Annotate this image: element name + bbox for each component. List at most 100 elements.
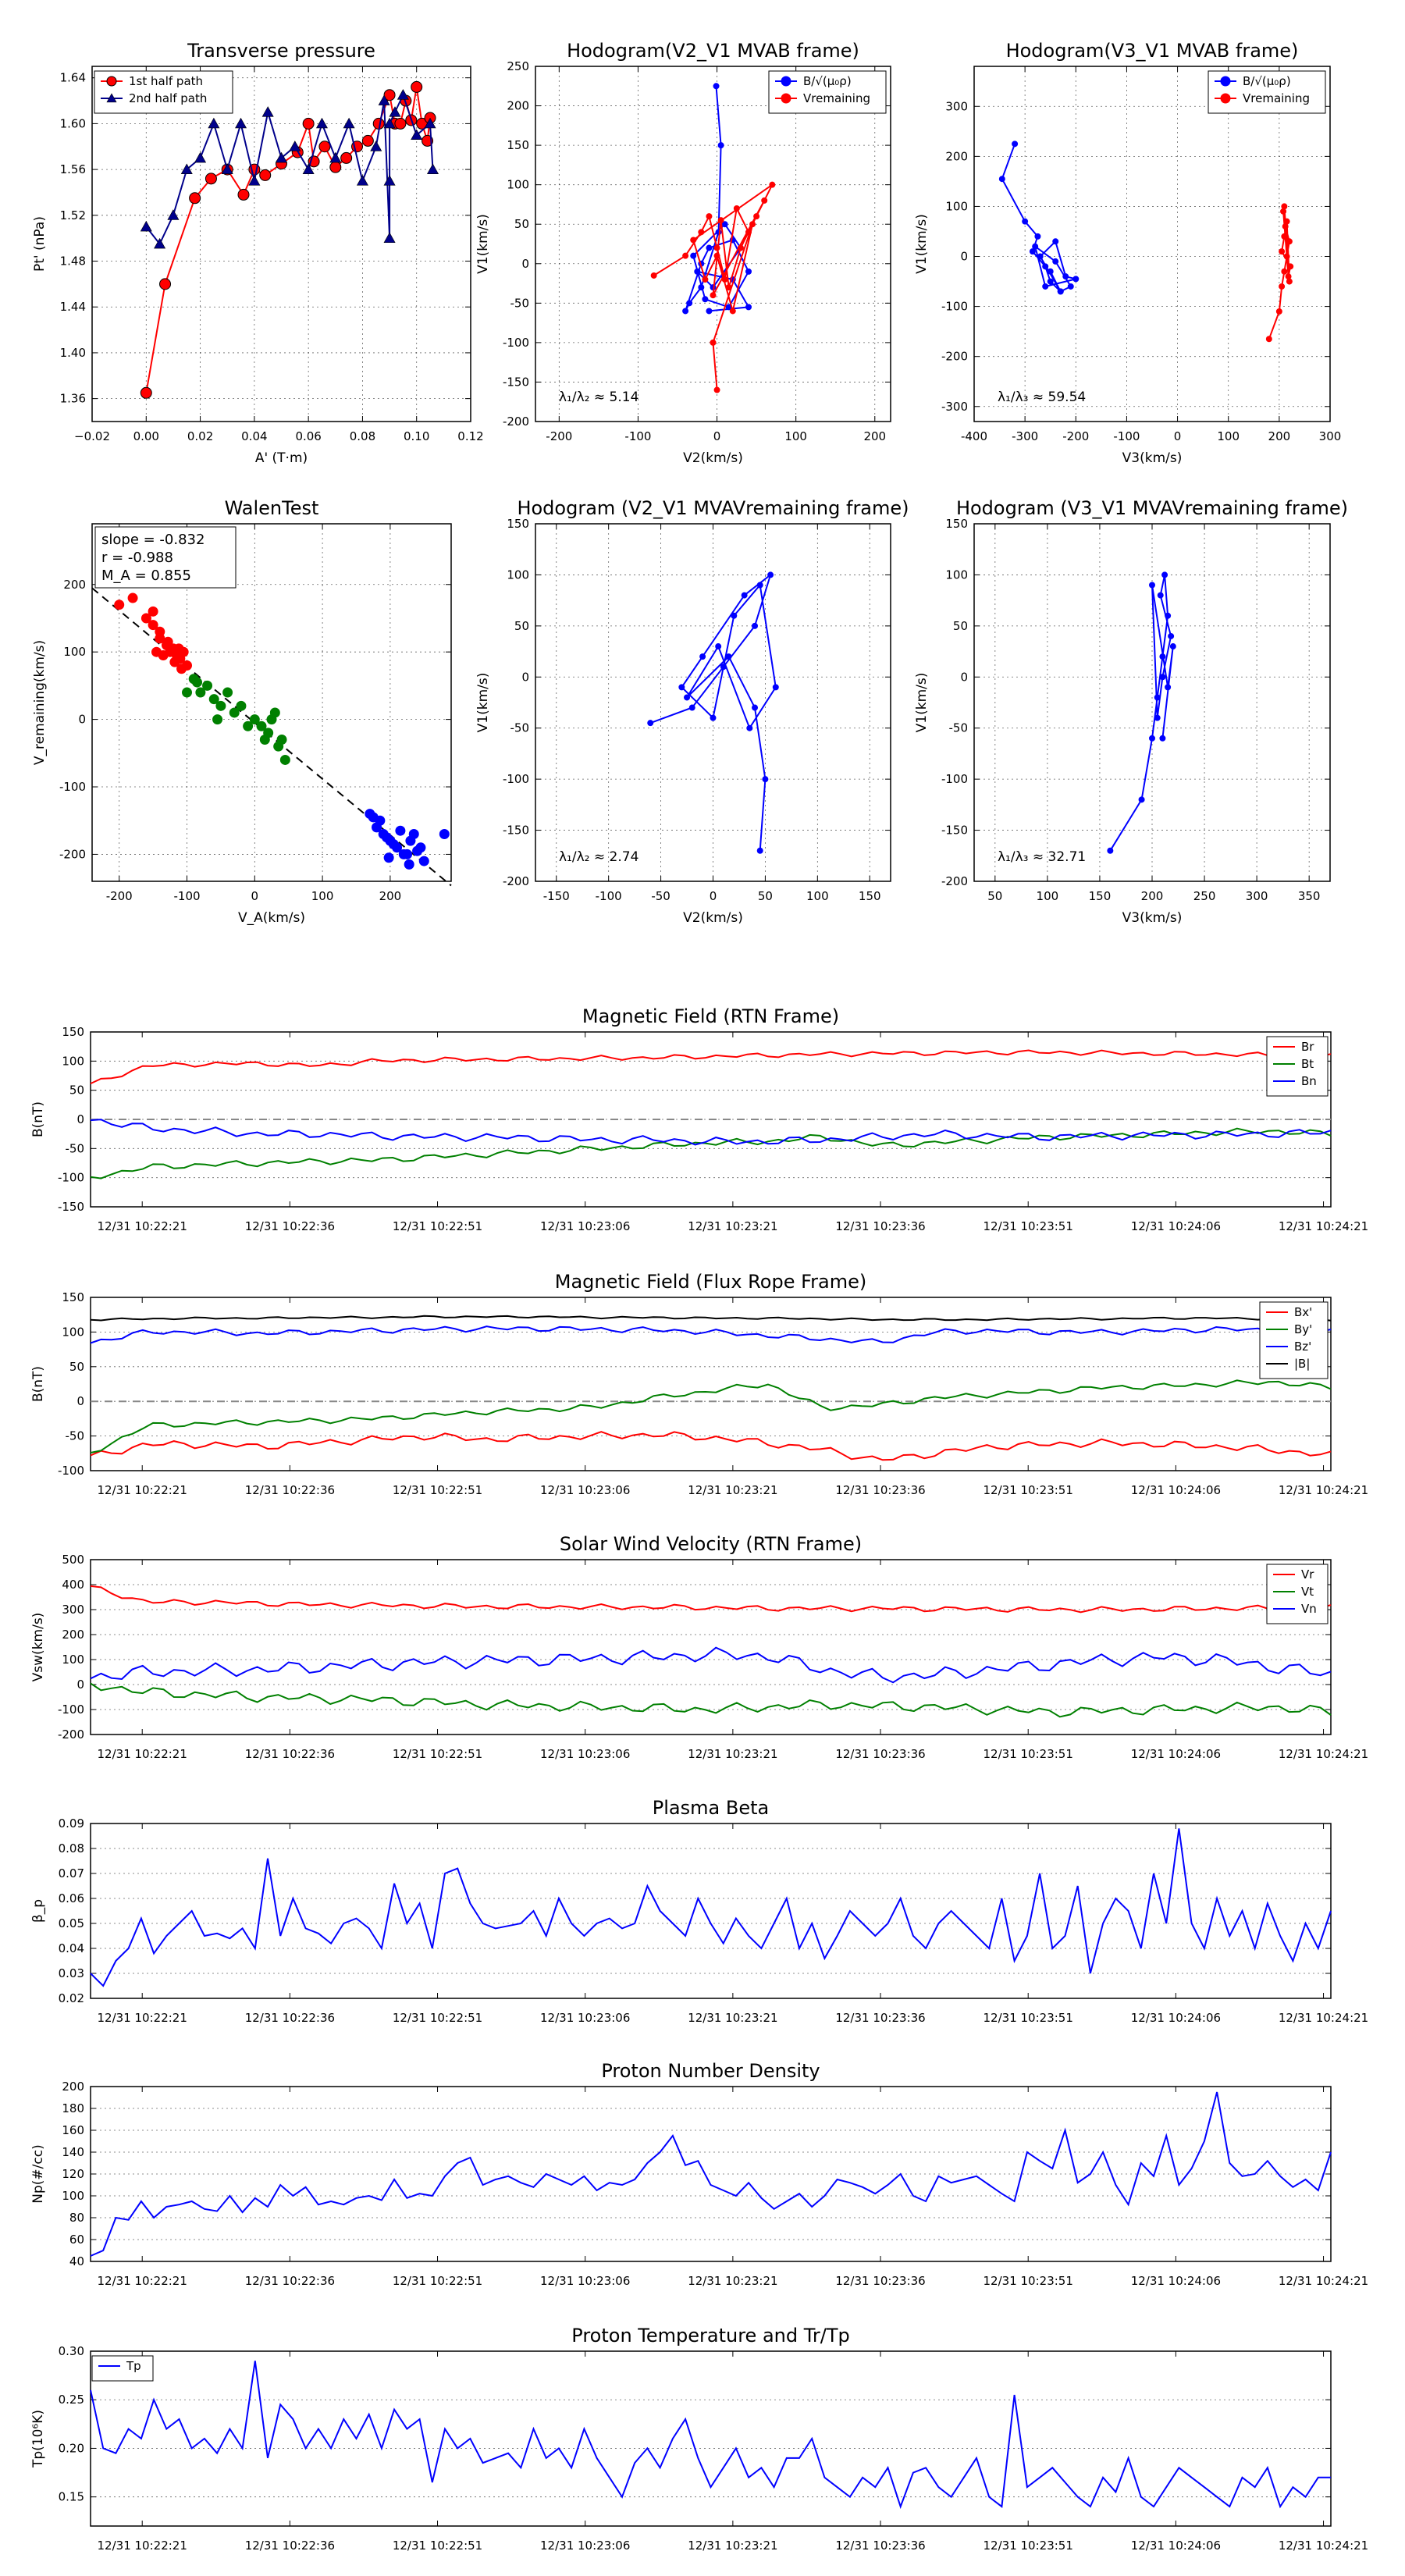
hodogram-point	[1072, 276, 1080, 283]
time-tick-label: 12/31 10:22:51	[393, 2274, 482, 2288]
legend: Tp	[91, 2355, 154, 2382]
legend-marker	[1220, 93, 1231, 104]
hodogram-point	[756, 582, 763, 589]
walen-point-blue	[382, 832, 393, 843]
hodogram-point	[1286, 238, 1293, 245]
walen-point-green	[259, 735, 270, 745]
hodogram-point	[713, 386, 720, 393]
hodogram-point	[1159, 653, 1166, 660]
legend-label: Bz'	[1294, 1340, 1311, 1354]
time-tick-label: 12/31 10:23:36	[835, 1219, 925, 1233]
y-tick-label: 0	[78, 713, 86, 727]
series-marker	[397, 89, 409, 100]
time-tick-label: 12/31 10:24:06	[1131, 2011, 1221, 2025]
y-tick-label: 300	[945, 99, 968, 113]
x-tick-label: -100	[1113, 429, 1140, 443]
time-tick-label: 12/31 10:22:51	[393, 1747, 482, 1761]
y-tick-label: 0.03	[59, 1966, 84, 1980]
legend-label: Bt	[1301, 1057, 1314, 1071]
y-tick-label: 50	[69, 1083, 84, 1098]
series-marker	[383, 117, 396, 129]
grid: -400 -300 -200 -100 0 100 200 300 -300 -200 -100 0 1…	[941, 66, 1341, 443]
walen-point-red	[127, 592, 138, 603]
y-tick-label: -150	[503, 824, 529, 838]
hodogram-point	[682, 252, 689, 259]
hodogram-point	[1154, 694, 1161, 701]
y-tick-label: 400	[62, 1578, 84, 1592]
hodogram-line	[653, 183, 774, 390]
legend-label: 2nd half path	[129, 91, 207, 105]
x-tick-label: 0.02	[187, 429, 213, 443]
legend-frame	[1266, 1564, 1329, 1624]
hodogram-point	[1169, 643, 1176, 650]
hodogram-point	[762, 776, 769, 783]
time-tick-label: 12/31 10:22:21	[98, 1747, 187, 1761]
hodogram-point	[1107, 847, 1114, 854]
y-axis-label: V1(km/s)	[475, 673, 491, 733]
time-tick-label: 12/31 10:22:21	[98, 2539, 187, 2553]
hodogram-point	[1022, 218, 1029, 225]
walen-point-green	[212, 714, 223, 725]
time-tick-label: 12/31 10:24:21	[1279, 2274, 1368, 2288]
series-line-beta	[90, 1828, 1332, 1987]
hodogram-point	[1285, 273, 1292, 280]
x-tick-label: 0.12	[457, 429, 483, 443]
hodogram-point	[710, 714, 717, 721]
hodogram-point	[1052, 258, 1059, 265]
x-tick-label: 0.08	[350, 429, 375, 443]
legend-label: Bx'	[1294, 1305, 1312, 1319]
y-tick-label: -300	[941, 400, 968, 414]
legend-label: Tp	[126, 2359, 141, 2373]
x-tick-label: -400	[961, 429, 987, 443]
x-axis-label: V3(km/s)	[1122, 450, 1183, 466]
time-tick-label: 12/31 10:23:21	[688, 2274, 777, 2288]
hodogram-point	[713, 83, 720, 90]
series-marker	[361, 134, 374, 147]
y-tick-label: 150	[507, 138, 529, 152]
hodogram-point	[1265, 336, 1272, 343]
x-tick-label: 0.10	[404, 429, 429, 443]
plot-frame	[90, 1823, 1332, 1999]
series-marker	[383, 232, 396, 244]
legend-label: By'	[1294, 1322, 1312, 1336]
time-tick-label: 12/31 10:23:36	[835, 1747, 925, 1761]
stats-box: slope = -0.832 r = -0.988 M_A = 0.855	[94, 526, 237, 589]
plot-frame	[90, 1559, 1332, 1735]
hodogram-point	[752, 704, 759, 711]
walen-point-blue	[368, 812, 379, 823]
chart-h1: Hodogram(V2_V1 MVAB frame) -200 -100 0 100 20…	[475, 40, 891, 466]
time-tick-label: 12/31 10:22:36	[245, 1219, 335, 1233]
series-marker	[237, 188, 250, 201]
series-line-Bn	[90, 1119, 1332, 1146]
y-tick-label: 50	[69, 1360, 84, 1374]
time-tick-label: 12/31 10:23:21	[688, 1219, 777, 1233]
time-tick-label: 12/31 10:24:06	[1131, 1219, 1221, 1233]
legend-label: Br	[1301, 1040, 1314, 1054]
x-tick-label: 200	[1268, 429, 1291, 443]
y-tick-label: 80	[69, 2211, 84, 2225]
y-tick-label: -100	[941, 300, 968, 314]
series-line-Vr	[90, 1585, 1332, 1614]
hodogram-point	[1287, 263, 1294, 270]
x-tick-label: -200	[1062, 429, 1089, 443]
series-marker	[248, 175, 261, 186]
series-marker	[208, 117, 220, 129]
hodogram-point	[678, 684, 685, 691]
y-tick-label: 50	[953, 619, 968, 633]
time-axis: 12/31 10:22:21 12/31 10:22:36 12/31 10:22:…	[98, 1032, 1368, 1233]
hodogram-point	[767, 571, 774, 578]
time-tick-label: 12/31 10:23:06	[540, 2539, 630, 2553]
legend-label: B/√(μ₀ρ)	[803, 74, 852, 88]
hodogram-point	[1047, 278, 1054, 285]
y-tick-label: 100	[62, 1054, 84, 1068]
y-tick-label: 100	[62, 2189, 84, 2203]
x-axis-label: V3(km/s)	[1122, 910, 1183, 926]
series-line-|B|	[90, 1315, 1332, 1322]
y-axis-label: Vsw(km/s)	[30, 1613, 46, 1682]
y-tick-label: 200	[507, 99, 529, 113]
y-tick-label: 1.40	[60, 346, 86, 360]
grid: 50 100 150 200 250 300 350 -200 -150 -100 -50 0 50 10…	[941, 517, 1330, 903]
series-marker	[356, 175, 368, 186]
hodogram-point	[1062, 273, 1069, 280]
time-tick-label: 12/31 10:24:21	[1279, 2011, 1368, 2025]
